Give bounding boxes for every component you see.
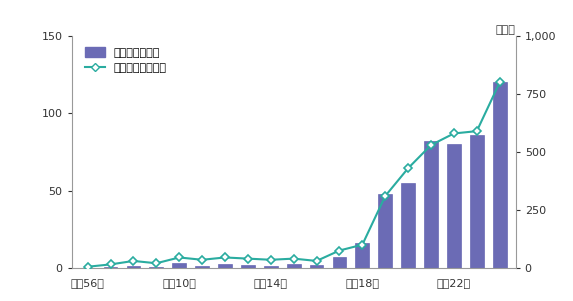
Bar [195,265,209,268]
Bar [424,141,438,268]
Bar [287,264,300,268]
Bar [447,144,461,268]
Bar [241,265,255,268]
Bar [493,82,507,268]
Bar [218,264,232,268]
Bar [104,267,117,268]
Bar [127,265,140,268]
Bar [332,257,346,268]
Bar [470,135,484,268]
Bar [401,183,415,268]
Legend: 輸出量（左軸）, 輸出件数（右軸）: 輸出量（左軸）, 輸出件数（右軸） [81,44,170,77]
Text: （件）: （件） [496,25,516,35]
Bar [172,263,186,268]
Bar [378,194,392,268]
Bar [150,267,163,268]
Bar [309,265,323,268]
Bar [355,243,369,268]
Bar [264,265,278,268]
